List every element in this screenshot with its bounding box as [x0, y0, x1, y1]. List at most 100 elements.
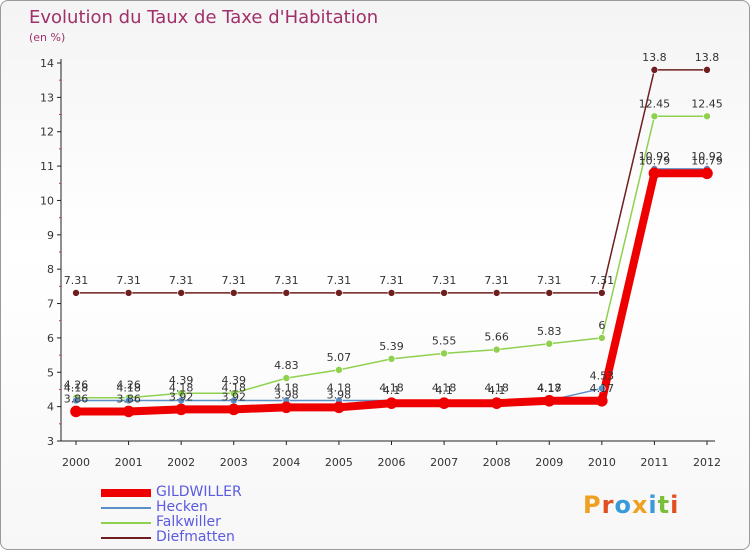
data-point-gildwiller — [175, 403, 187, 416]
y-tick-label: 12 — [40, 126, 54, 139]
legend-label: Falkwiller — [156, 514, 221, 530]
data-label-gildwiller: 4.17 — [590, 382, 615, 395]
data-point-gildwiller — [648, 167, 661, 180]
data-label-hecken: 4.18 — [484, 381, 509, 394]
data-point-diefmatten — [598, 289, 606, 297]
data-point-diefmatten — [72, 289, 80, 297]
data-label-falkwiller: 6 — [598, 319, 605, 332]
x-tick-label: 2003 — [220, 456, 248, 469]
y-tick-label: 9 — [47, 229, 54, 242]
data-label-hecken: 4.53 — [590, 369, 615, 382]
data-point-falkwiller — [282, 374, 291, 382]
data-label-diefmatten: 7.31 — [590, 274, 615, 287]
data-label-falkwiller: 5.66 — [484, 331, 509, 344]
legend-item-gildwiller: GILDWILLER — [101, 485, 242, 500]
axes — [57, 59, 715, 445]
logo-letter: o — [614, 491, 632, 519]
data-label-hecken: 10.92 — [639, 150, 671, 163]
x-tick-label: 2006 — [378, 456, 406, 469]
data-label-hecken: 4.18 — [327, 381, 352, 394]
y-tick-label: 11 — [40, 160, 54, 173]
data-label-hecken: 4.18 — [64, 381, 89, 394]
legend-item-falkwiller: Falkwiller — [101, 515, 242, 530]
data-label-falkwiller: 4.39 — [169, 374, 194, 387]
data-label-hecken: 4.18 — [432, 381, 457, 394]
data-point-falkwiller — [650, 112, 659, 121]
proxiti-logo: Proxiti — [583, 491, 679, 519]
data-point-gildwiller — [333, 401, 345, 414]
logo-letter: t — [657, 491, 671, 519]
data-point-gildwiller — [385, 397, 398, 410]
data-point-diefmatten — [387, 289, 396, 297]
chart-title: Evolution du Taux de Taxe d'Habitation — [29, 7, 379, 28]
data-label-diefmatten: 7.31 — [222, 274, 247, 287]
x-tick-label: 2004 — [272, 456, 300, 469]
logo-letter: i — [648, 491, 658, 519]
legend-label: Hecken — [156, 499, 208, 515]
logo-letter: r — [601, 491, 615, 519]
y-tick-label: 8 — [47, 263, 54, 276]
data-point-gildwiller — [596, 394, 608, 407]
data-label-diefmatten: 7.31 — [327, 274, 352, 287]
legend-swatch — [101, 488, 151, 497]
data-point-falkwiller — [335, 366, 343, 374]
data-points — [70, 66, 713, 418]
line-chart: 3 4 5 6 7 8 9 10 11 12 13 14 2000 2001 2002 2003 2004 200… — [40, 51, 723, 469]
data-point-gildwiller — [701, 167, 713, 180]
data-label-hecken: 4.18 — [169, 381, 194, 394]
y-tick-label: 10 — [40, 194, 54, 207]
data-point-diefmatten — [545, 289, 554, 297]
data-label-falkwiller: 4.39 — [222, 374, 247, 387]
data-label-gildwiller: 3.86 — [116, 392, 141, 405]
data-label-falkwiller: 12.45 — [639, 97, 671, 110]
data-point-gildwiller — [227, 403, 240, 416]
x-tick-label: 2008 — [483, 456, 511, 469]
data-label-gildwiller: 4.1 — [435, 384, 453, 397]
data-label-diefmatten: 7.31 — [274, 274, 299, 287]
data-label-falkwiller: 5.83 — [537, 325, 562, 338]
data-label-hecken: 4.18 — [116, 381, 141, 394]
data-label-falkwiller: 4.83 — [274, 359, 299, 372]
x-tick-label: 2010 — [588, 456, 616, 469]
data-label-falkwiller: 4.26 — [116, 379, 141, 392]
x-tick-label: 2005 — [325, 456, 353, 469]
data-point-gildwiller — [280, 401, 293, 414]
data-point-diefmatten — [335, 289, 343, 297]
data-label-diefmatten: 7.31 — [537, 274, 562, 287]
data-label-gildwiller: 3.98 — [327, 388, 352, 401]
data-point-diefmatten — [650, 66, 659, 74]
tick-labels: 3 4 5 6 7 8 9 10 11 12 13 14 2000 2001 2002 2003 2004 200… — [40, 57, 721, 469]
y-tick-label: 7 — [47, 298, 54, 311]
data-point-falkwiller — [440, 349, 448, 358]
data-label-gildwiller: 3.86 — [64, 392, 89, 405]
y-tick-label: 6 — [47, 332, 54, 345]
legend-item-hecken: Hecken — [101, 500, 242, 515]
data-point-hecken — [598, 384, 606, 393]
data-point-hecken — [72, 396, 80, 405]
chart-unit-label: (en %) — [29, 31, 66, 44]
data-label-hecken: 4.18 — [274, 381, 299, 394]
data-label-gildwiller: 4.17 — [537, 382, 562, 395]
x-tick-label: 2009 — [535, 456, 563, 469]
series-line-diefmatten — [76, 69, 707, 294]
data-label-hecken: 10.92 — [691, 150, 723, 163]
legend: GILDWILLER Hecken Falkwiller Diefmatten — [101, 485, 242, 545]
data-label-falkwiller: 5.39 — [379, 340, 404, 353]
data-label-diefmatten: 7.31 — [379, 274, 404, 287]
legend-swatch — [101, 506, 151, 509]
data-point-falkwiller — [545, 339, 554, 348]
legend-swatch — [101, 521, 151, 524]
data-label-falkwiller: 4.26 — [64, 379, 89, 392]
data-labels: 3.86 3.86 3.92 3.92 3.98 3.98 4.1 4.1 4.1 4.17 4.1… — [64, 51, 723, 406]
data-point-falkwiller — [703, 112, 711, 121]
data-label-falkwiller: 5.55 — [432, 334, 457, 347]
data-label-diefmatten: 7.31 — [432, 274, 457, 287]
data-point-diefmatten — [124, 289, 133, 297]
data-point-hecken — [124, 396, 133, 405]
data-point-falkwiller — [492, 345, 501, 354]
x-tick-label: 2012 — [693, 456, 721, 469]
logo-letter: i — [670, 491, 680, 519]
data-label-diefmatten: 7.31 — [116, 274, 141, 287]
data-point-diefmatten — [440, 289, 448, 297]
